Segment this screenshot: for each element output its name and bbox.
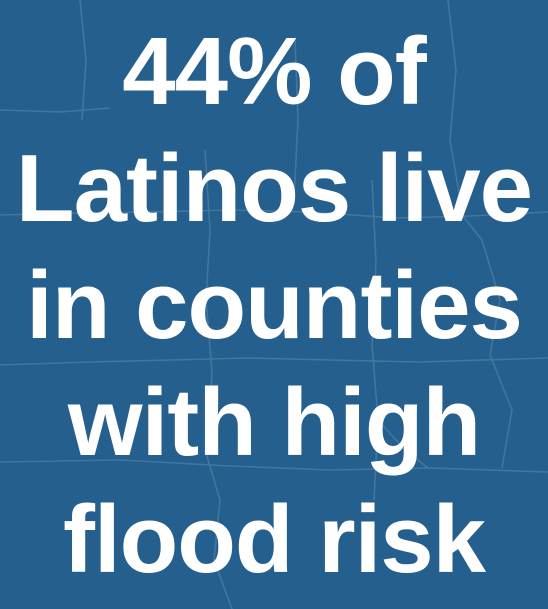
state-border-line	[293, 39, 299, 201]
state-border-line	[447, 0, 463, 211]
headline-line-4: with high	[67, 369, 481, 476]
headline-line-3: in counties	[26, 252, 523, 359]
headline-line-2: Latinos live	[15, 135, 533, 242]
headline-line-5: flood risk	[62, 486, 486, 593]
state-border-line	[79, 0, 87, 121]
state-border-line	[0, 209, 548, 219]
headline-line-1: 44% of	[122, 18, 426, 125]
state-border-line	[377, 419, 429, 469]
state-border-line	[0, 357, 548, 366]
state-border-line	[204, 149, 213, 451]
state-border-line	[0, 459, 548, 473]
state-border-line	[461, 214, 513, 469]
state-border-line	[371, 179, 379, 501]
state-border-line	[204, 449, 233, 609]
state-border-line	[0, 107, 111, 113]
